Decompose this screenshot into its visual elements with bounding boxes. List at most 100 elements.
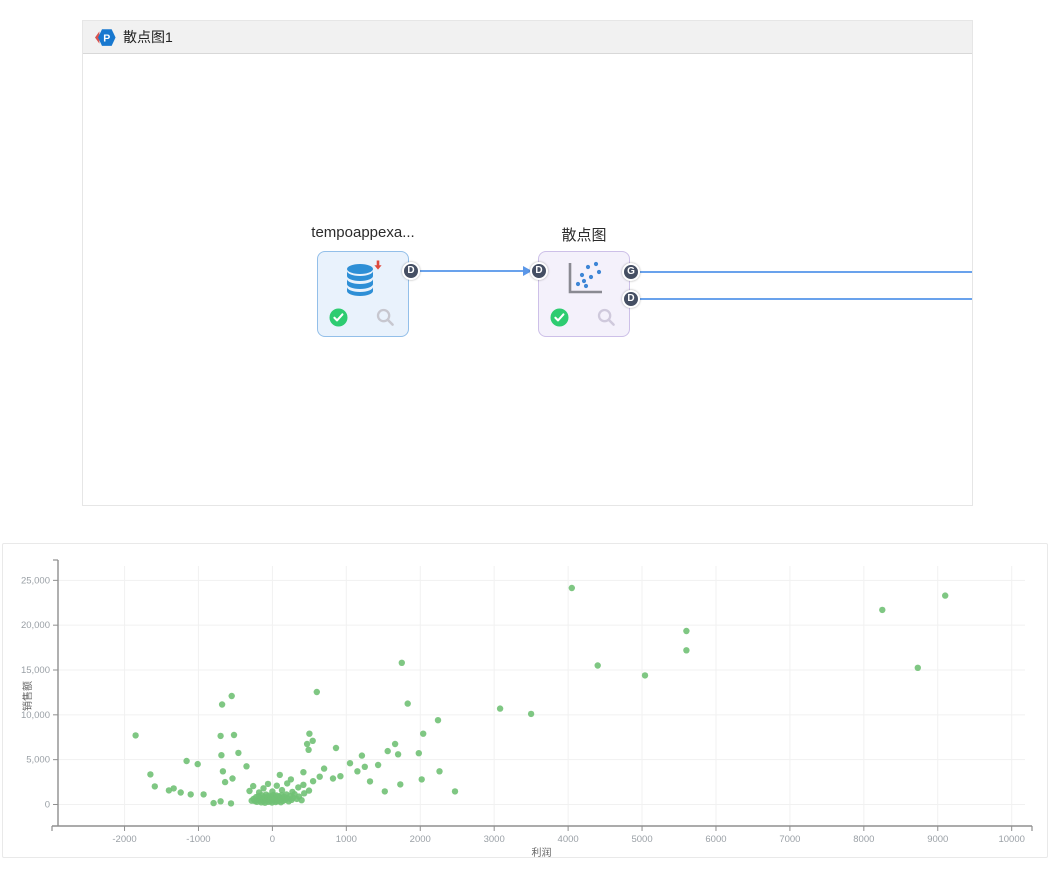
scatter-point[interactable] — [381, 788, 388, 795]
scatter-point[interactable] — [170, 785, 177, 792]
scatter-point[interactable] — [147, 771, 154, 778]
scatter-point[interactable] — [227, 800, 235, 807]
scatter-point[interactable] — [218, 701, 226, 708]
node-scatter-chart[interactable] — [538, 251, 630, 337]
scatter-point[interactable] — [218, 752, 225, 759]
scatter-point[interactable] — [374, 761, 382, 769]
scatter-point[interactable] — [300, 769, 307, 776]
scatter-point[interactable] — [361, 763, 368, 770]
scatter-point[interactable] — [250, 782, 257, 790]
workflow-panel: P 散点图1 tempoappexa... 散点图 — [82, 20, 973, 506]
scatter-point[interactable] — [879, 606, 886, 614]
scatter-point[interactable] — [230, 731, 238, 739]
scatter-point[interactable] — [329, 775, 337, 782]
x-tick-label: 4000 — [558, 834, 579, 845]
scatter-point[interactable] — [298, 797, 305, 804]
scatter-point[interactable] — [246, 787, 253, 795]
scatter-point[interactable] — [384, 747, 391, 755]
scatter-point[interactable] — [273, 782, 280, 789]
scatter-point[interactable] — [415, 750, 422, 757]
scatter-point[interactable] — [398, 659, 405, 666]
preview-magnifier-icon[interactable] — [597, 308, 616, 327]
scatter-point[interactable] — [309, 737, 316, 744]
scatter-point[interactable] — [305, 787, 313, 794]
scatter-point[interactable] — [305, 746, 312, 753]
scatter-point[interactable] — [313, 688, 320, 696]
scatter-point[interactable] — [300, 781, 307, 788]
scatter-point[interactable] — [451, 788, 459, 795]
scatter-point[interactable] — [264, 780, 272, 788]
node-datasource[interactable] — [317, 251, 409, 337]
port-out-graph[interactable]: G — [622, 263, 640, 281]
scatter-point[interactable] — [210, 799, 217, 807]
scatter-point[interactable] — [316, 773, 323, 780]
x-tick-label: 5000 — [631, 834, 652, 845]
scatter-point[interactable] — [496, 705, 504, 712]
scatter-point[interactable] — [366, 778, 374, 785]
scatter-point[interactable] — [229, 775, 236, 782]
svg-text:P: P — [103, 32, 110, 44]
scatter-point[interactable] — [683, 627, 690, 635]
scatter-point[interactable] — [284, 780, 291, 787]
scatter-point[interactable] — [354, 768, 361, 775]
scatter-point[interactable] — [397, 781, 404, 788]
scatter-point[interactable] — [418, 776, 425, 783]
scatter-point[interactable] — [301, 790, 308, 797]
scatter-point[interactable] — [219, 768, 227, 775]
port-in-data[interactable]: D — [530, 262, 548, 280]
scatter-point[interactable] — [200, 791, 207, 798]
preview-magnifier-icon[interactable] — [376, 308, 395, 327]
scatter-point[interactable] — [303, 740, 311, 748]
scatter-point[interactable] — [391, 740, 399, 748]
scatter-point[interactable] — [420, 730, 427, 737]
scatter-point[interactable] — [436, 768, 443, 775]
scatter-point[interactable] — [187, 791, 194, 798]
scatter-point[interactable] — [235, 749, 242, 757]
scatter-point[interactable] — [914, 664, 921, 671]
app-logo-icon: P — [95, 28, 116, 46]
scatter-point[interactable] — [243, 763, 250, 770]
scatter-point[interactable] — [194, 760, 201, 768]
y-tick-label: 0 — [45, 799, 50, 810]
y-tick-label: 20,000 — [21, 620, 50, 631]
scatter-point[interactable] — [358, 752, 366, 759]
scatter-point[interactable] — [132, 732, 139, 739]
scatter-point[interactable] — [260, 785, 267, 792]
scatter-point[interactable] — [942, 592, 949, 599]
scatter-point[interactable] — [434, 717, 442, 724]
panel-title: 散点图1 — [123, 29, 173, 45]
scatter-point[interactable] — [641, 672, 649, 679]
download-arrow-icon — [374, 260, 382, 270]
scatter-point[interactable] — [295, 784, 302, 791]
scatter-point[interactable] — [183, 757, 190, 765]
scatter-point[interactable] — [394, 751, 402, 758]
scatter-point[interactable] — [683, 647, 690, 654]
x-tick-label: 2000 — [410, 834, 431, 845]
port-out-data[interactable]: D — [402, 262, 420, 280]
scatter-point[interactable] — [594, 662, 601, 669]
scatter-point[interactable] — [221, 778, 229, 786]
scatter-point[interactable] — [309, 778, 317, 785]
scatter-point[interactable] — [346, 760, 354, 767]
scatter-point[interactable] — [306, 730, 313, 737]
scatter-point[interactable] — [320, 765, 328, 772]
scatter-point[interactable] — [337, 773, 344, 780]
scatter-point[interactable] — [278, 786, 286, 794]
y-tick-label: 15,000 — [21, 665, 50, 676]
workflow-edges — [420, 266, 972, 300]
scatter-point[interactable] — [165, 787, 173, 794]
scatter-point[interactable] — [151, 783, 158, 790]
port-out-data-2[interactable]: D — [622, 290, 640, 308]
scatter-point[interactable] — [332, 744, 340, 752]
scatter-point[interactable] — [177, 789, 184, 796]
scatter-point[interactable] — [527, 710, 535, 718]
scatter-point[interactable] — [228, 692, 235, 700]
x-tick-label: -1000 — [186, 834, 210, 845]
workflow-canvas[interactable]: tempoappexa... 散点图 — [83, 54, 972, 505]
scatter-point[interactable] — [217, 798, 224, 805]
scatter-point[interactable] — [404, 700, 411, 707]
scatter-point[interactable] — [568, 584, 575, 592]
scatter-point[interactable] — [276, 771, 283, 779]
scatter-point[interactable] — [217, 732, 224, 740]
